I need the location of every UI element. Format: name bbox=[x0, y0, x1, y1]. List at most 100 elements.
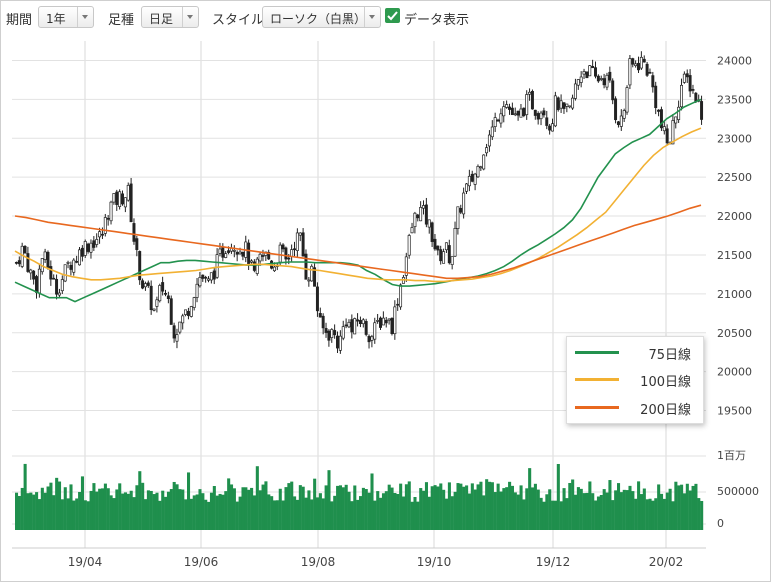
volume-bar bbox=[571, 479, 575, 530]
candle-body bbox=[341, 326, 345, 339]
candle-body bbox=[89, 242, 93, 253]
price-tick-label: 20500 bbox=[717, 327, 752, 340]
volume-bar bbox=[591, 493, 595, 530]
volume-bar bbox=[258, 490, 262, 530]
candle-body bbox=[361, 319, 365, 325]
candle-body bbox=[430, 222, 434, 242]
candle-body bbox=[568, 105, 572, 108]
candle-body bbox=[224, 253, 228, 258]
style-select[interactable]: ローソク（白黒） bbox=[262, 6, 381, 28]
volume-bar bbox=[562, 488, 566, 530]
volume-bar bbox=[462, 486, 466, 530]
volume-bar bbox=[548, 489, 552, 530]
volume-bar bbox=[379, 497, 383, 530]
candle-body bbox=[121, 193, 124, 205]
period-select[interactable]: 1年 bbox=[38, 6, 94, 28]
candle-body bbox=[605, 74, 609, 88]
volume-bar bbox=[359, 496, 363, 530]
volume-bar bbox=[456, 483, 460, 530]
candle-type-label: 足種 bbox=[108, 13, 135, 28]
candle-body bbox=[215, 254, 219, 278]
candle-body bbox=[416, 214, 420, 219]
volume-bar bbox=[450, 496, 454, 530]
volume-bar bbox=[533, 483, 537, 530]
candle-body bbox=[648, 71, 652, 74]
candle-body bbox=[155, 299, 159, 307]
volume-bar bbox=[227, 478, 231, 530]
volume-bar bbox=[364, 489, 368, 530]
volume-bar bbox=[138, 471, 142, 530]
candle-body bbox=[241, 251, 245, 257]
volume-bar bbox=[238, 496, 242, 530]
candle-body bbox=[255, 258, 259, 274]
volume-bar bbox=[172, 481, 176, 530]
candle-type-select[interactable]: 日足 bbox=[141, 6, 199, 28]
volume-bar bbox=[356, 499, 360, 530]
volume-bar bbox=[559, 501, 563, 530]
candle-body bbox=[172, 325, 176, 339]
candle-body bbox=[596, 75, 600, 82]
legend: 75日線 100日線 200日線 bbox=[566, 336, 704, 424]
candle-body bbox=[35, 276, 38, 293]
volume-bar bbox=[118, 483, 122, 530]
candle-body bbox=[422, 205, 425, 209]
volume-bar bbox=[146, 490, 150, 530]
candle-body bbox=[588, 65, 592, 77]
candle-body bbox=[106, 217, 110, 220]
price-tick-label: 22000 bbox=[717, 210, 752, 223]
volume-bar bbox=[445, 498, 449, 530]
volume-bar bbox=[270, 496, 274, 530]
volume-bar bbox=[399, 483, 403, 530]
candle-body bbox=[462, 192, 466, 215]
data-display-checkbox[interactable] bbox=[385, 8, 400, 23]
volume-bar bbox=[135, 485, 139, 530]
candle-body bbox=[427, 219, 431, 228]
candle-body bbox=[290, 249, 294, 257]
volume-bar bbox=[284, 487, 288, 530]
candle-body bbox=[450, 256, 454, 265]
candle-body bbox=[559, 100, 563, 109]
legend-swatch-200 bbox=[575, 406, 619, 409]
candle-body bbox=[556, 97, 560, 111]
volume-bar bbox=[141, 482, 145, 530]
candle-body bbox=[390, 317, 394, 335]
candle-body bbox=[86, 243, 90, 252]
candle-body bbox=[364, 321, 368, 335]
price-tick-label: 23500 bbox=[717, 93, 752, 106]
date-tick-label: 19/10 bbox=[417, 555, 452, 569]
grid-lines bbox=[12, 41, 706, 550]
candle-body bbox=[252, 261, 256, 271]
volume-bar bbox=[46, 486, 50, 530]
volume-bar bbox=[43, 492, 47, 530]
candle-body bbox=[565, 103, 569, 107]
volume-bar bbox=[648, 498, 652, 530]
volume-bar bbox=[192, 495, 196, 530]
volume-bar bbox=[694, 483, 698, 530]
candle-body bbox=[419, 207, 423, 222]
volume-bar bbox=[588, 481, 592, 530]
volume-bar bbox=[267, 494, 271, 530]
candle-body bbox=[548, 125, 552, 131]
legend-item-100: 100日線 bbox=[575, 370, 701, 390]
volume-bar bbox=[453, 491, 457, 530]
moving-average-lines bbox=[14, 98, 702, 303]
candle-body bbox=[539, 112, 543, 120]
candle-body bbox=[579, 76, 583, 83]
volume-bar bbox=[126, 493, 130, 530]
volume-bar bbox=[556, 463, 560, 530]
volume-bar bbox=[106, 488, 110, 530]
candle-body bbox=[614, 98, 618, 121]
candle-body bbox=[123, 197, 127, 208]
candle-body bbox=[662, 126, 666, 132]
candle-body bbox=[69, 264, 73, 270]
candle-body bbox=[221, 246, 225, 258]
volume-bar bbox=[321, 498, 325, 530]
candle-body bbox=[184, 309, 188, 315]
data-display-label[interactable]: データ表示 bbox=[404, 13, 470, 28]
candle-body bbox=[161, 282, 165, 292]
style-value: ローソク（白黒） bbox=[270, 12, 367, 26]
candle-body bbox=[376, 320, 380, 322]
candle-body bbox=[642, 58, 646, 63]
candle-body bbox=[573, 83, 577, 99]
